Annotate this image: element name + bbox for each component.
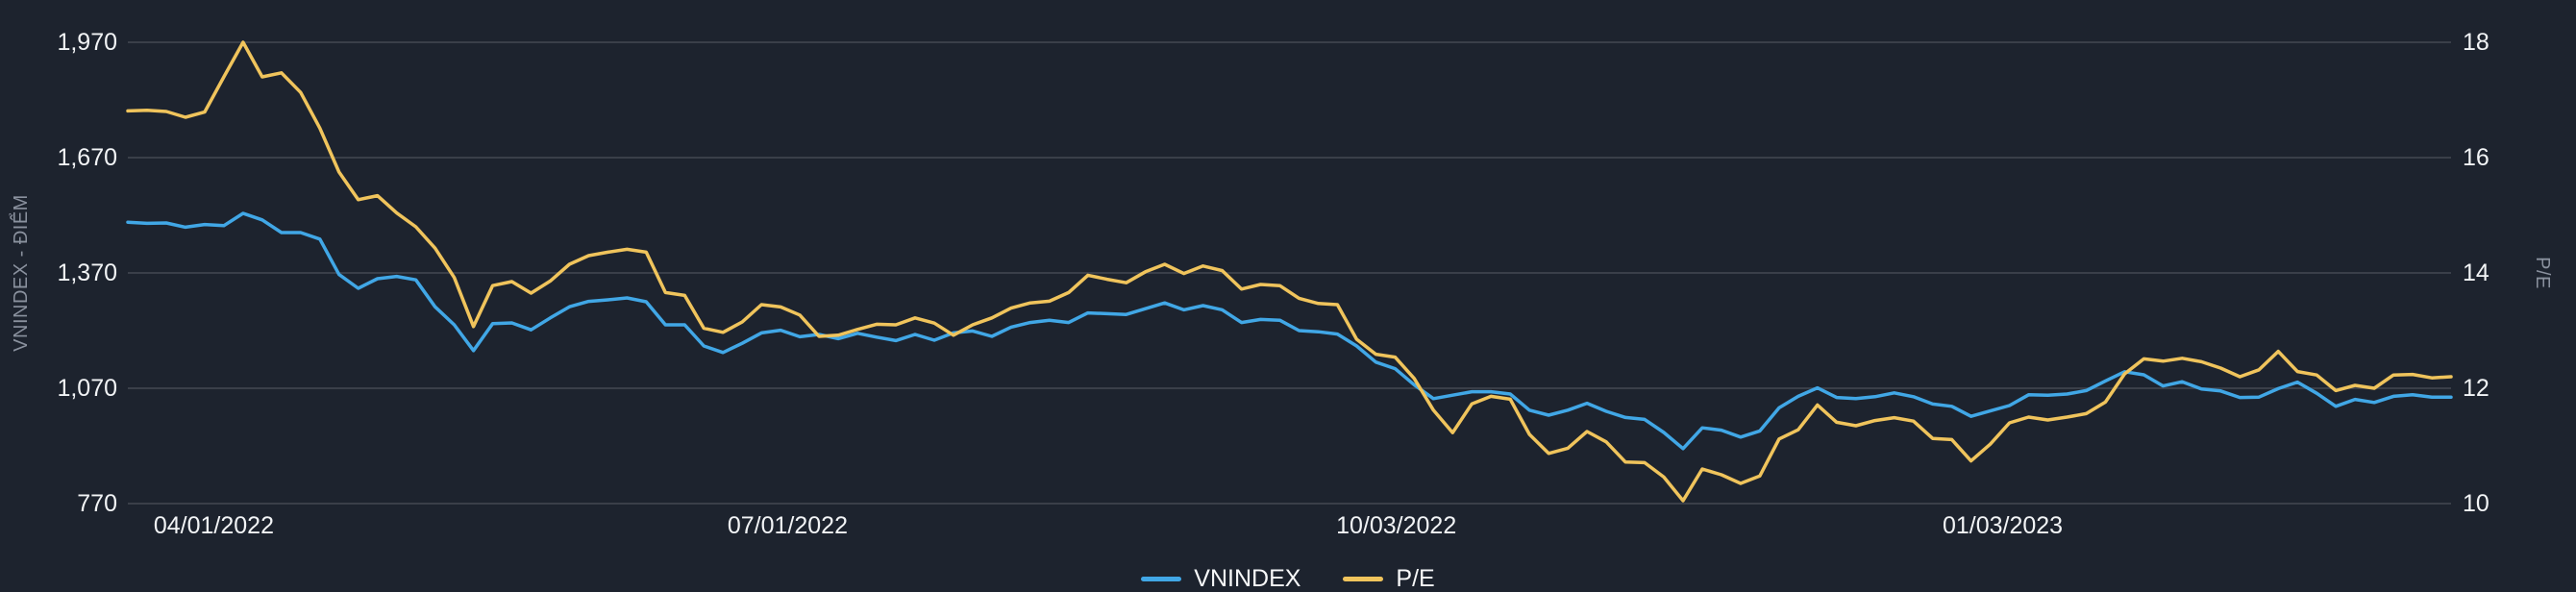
axis-tick-label: 14	[2463, 259, 2489, 286]
axis-tick-label: 12	[2463, 375, 2489, 402]
series-line-p-e[interactable]	[126, 40, 2453, 503]
axis-tick-label: 10	[2463, 490, 2489, 517]
axis-tick-label: 1,070	[57, 375, 117, 402]
legend-label-pe: P/E	[1396, 565, 1435, 592]
axis-tick-label: 1,970	[57, 29, 117, 56]
legend-item-pe[interactable]: P/E	[1343, 565, 1435, 592]
x-axis-tick-label: 04/01/2022	[153, 512, 274, 539]
chart-legend: VNINDEX P/E	[0, 565, 2576, 592]
axis-tick-label: 16	[2463, 144, 2489, 171]
legend-label-vnindex: VNINDEX	[1194, 565, 1301, 592]
axis-tick-label: 770	[77, 490, 117, 517]
vnindex-line-swatch	[1141, 576, 1182, 581]
pe-line-swatch	[1343, 576, 1384, 581]
x-axis-tick-label: 01/03/2023	[1942, 512, 2064, 539]
series-line-vnindex[interactable]	[126, 211, 2453, 451]
axis-tick-label: 18	[2463, 29, 2489, 56]
legend-item-vnindex[interactable]: VNINDEX	[1141, 565, 1300, 592]
axis-tick-label: 1,370	[57, 259, 117, 286]
x-axis-tick-label: 10/03/2022	[1336, 512, 1457, 539]
axis-tick-label: 1,670	[57, 144, 117, 171]
x-axis-tick-label: 07/01/2022	[727, 512, 848, 539]
